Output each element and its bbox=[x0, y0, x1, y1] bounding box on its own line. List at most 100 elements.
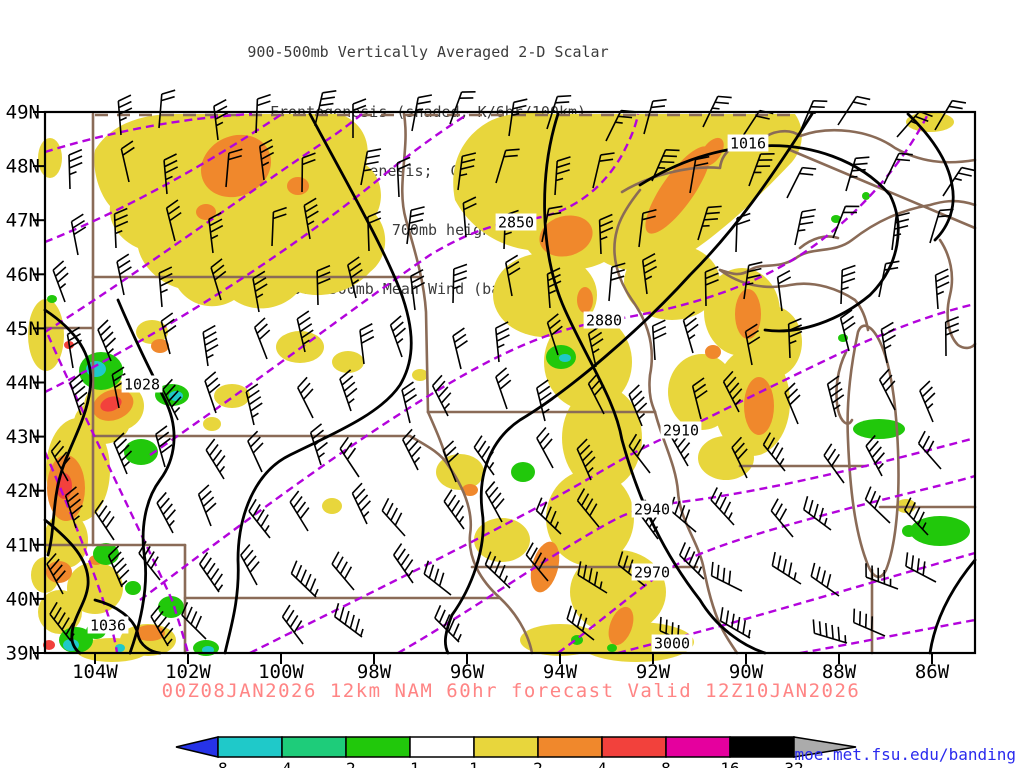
colorbar-tick-label: 2 bbox=[533, 759, 543, 768]
colorbar-segment bbox=[409, 736, 475, 758]
wind-barb-glyph bbox=[411, 94, 433, 132]
shaded-blob bbox=[608, 606, 634, 646]
wind-barb-glyph bbox=[158, 266, 174, 308]
wind-barb-glyph bbox=[566, 605, 595, 641]
wind-barb bbox=[505, 254, 521, 297]
wind-barb bbox=[891, 212, 910, 251]
contour-label: 2910 bbox=[663, 422, 699, 440]
wind-barb-glyph bbox=[535, 497, 562, 535]
wind-barb bbox=[155, 425, 173, 468]
wind-barb bbox=[301, 152, 316, 193]
wind-barb bbox=[160, 312, 177, 355]
colorbar-segment bbox=[665, 736, 731, 758]
wind-barb bbox=[252, 270, 268, 313]
contour-label: 1036 bbox=[90, 617, 126, 635]
wind-barb bbox=[401, 381, 417, 424]
contour-label-bg bbox=[87, 616, 129, 634]
lon-tick-label: 104W bbox=[72, 661, 118, 683]
wind-barb-glyph bbox=[904, 497, 929, 536]
wind-barb bbox=[199, 552, 224, 593]
wind-barb bbox=[116, 253, 132, 296]
wind-barb bbox=[934, 99, 967, 131]
shaded-blob bbox=[196, 204, 216, 220]
map-shape bbox=[938, 238, 977, 350]
contour-label: 3000 bbox=[654, 635, 690, 653]
shaded-blob bbox=[67, 562, 123, 614]
wind-barb-glyph bbox=[917, 430, 942, 470]
wind-barb bbox=[309, 423, 328, 466]
wind-barb bbox=[837, 95, 871, 126]
wind-barb-glyph bbox=[301, 152, 316, 193]
wind-barb bbox=[535, 379, 554, 422]
wind-barb-glyph bbox=[505, 254, 521, 297]
shaded-blob bbox=[214, 384, 250, 408]
colorbar-segment bbox=[601, 736, 667, 758]
wind-barb bbox=[49, 601, 75, 642]
wind-barb bbox=[744, 323, 761, 366]
wind-barb-glyph bbox=[208, 212, 224, 254]
wind-barb-glyph bbox=[845, 156, 870, 192]
wind-barb-glyph bbox=[156, 491, 176, 534]
map-shape bbox=[93, 598, 162, 655]
wind-barb bbox=[592, 152, 615, 189]
wind-barb bbox=[150, 605, 174, 647]
wind-barb-glyph bbox=[942, 166, 976, 197]
wind-barb-glyph bbox=[628, 384, 648, 427]
wind-barb bbox=[442, 440, 459, 483]
wind-barb-glyph bbox=[367, 210, 382, 252]
shaded-blob bbox=[511, 462, 535, 482]
shaded-blob bbox=[546, 470, 634, 566]
contour-label: 2880 bbox=[586, 312, 622, 330]
wind-barb bbox=[682, 311, 699, 354]
map-shape bbox=[543, 112, 767, 655]
wind-barb-glyph bbox=[786, 166, 817, 199]
wind-barb-glyph bbox=[247, 430, 264, 473]
shaded-blob bbox=[100, 396, 122, 412]
colorbar-segment bbox=[473, 736, 539, 758]
wind-barb-glyph bbox=[525, 542, 549, 582]
wind-barb bbox=[697, 205, 722, 241]
wind-barb-glyph bbox=[289, 490, 310, 532]
wind-barb-glyph bbox=[541, 205, 563, 243]
wind-barb-glyph bbox=[641, 252, 658, 295]
wind-barb-glyph bbox=[202, 324, 219, 367]
wind-barb bbox=[289, 490, 310, 532]
wind-barb bbox=[641, 252, 658, 295]
contour-label-bg bbox=[651, 634, 693, 652]
wind-barb bbox=[156, 491, 176, 534]
wind-barb-glyph bbox=[803, 496, 832, 531]
wind-barb-glyph bbox=[205, 438, 226, 480]
wind-barb-glyph bbox=[840, 264, 856, 305]
lat-tick-label: 46N bbox=[6, 264, 40, 286]
wind-barb bbox=[823, 443, 845, 484]
contour-label-bg bbox=[631, 563, 673, 581]
lon-tick-label: 94W bbox=[543, 661, 578, 683]
wind-barb bbox=[484, 481, 505, 523]
wind-barb bbox=[628, 384, 648, 427]
wind-barb-glyph bbox=[638, 209, 657, 248]
contour-label: 2940 bbox=[634, 501, 670, 519]
wind-barb bbox=[204, 371, 221, 414]
wind-barb-glyph bbox=[878, 368, 896, 411]
wind-barb bbox=[944, 316, 960, 357]
wind-barb-glyph bbox=[197, 484, 217, 527]
wind-barb bbox=[316, 264, 331, 306]
wind-barb bbox=[786, 166, 817, 199]
wind-barb-glyph bbox=[812, 619, 848, 644]
wind-barb-glyph bbox=[309, 423, 328, 466]
wind-barb-glyph bbox=[199, 552, 224, 593]
site-link[interactable]: moe.met.fsu.edu/banding bbox=[794, 745, 1016, 764]
wind-barb-glyph bbox=[837, 95, 871, 126]
wind-barb bbox=[138, 540, 161, 581]
contour-label: 1016 bbox=[730, 135, 766, 153]
wind-barb-glyph bbox=[598, 213, 614, 255]
wind-barb-glyph bbox=[381, 497, 406, 537]
wind-barb-glyph bbox=[744, 323, 761, 366]
lon-tick-label: 102W bbox=[165, 661, 211, 683]
wind-barb-glyph bbox=[69, 373, 88, 416]
wind-barb bbox=[339, 436, 360, 478]
wind-barb-glyph bbox=[396, 156, 411, 198]
wind-barb bbox=[165, 199, 182, 242]
contour-label-layer: 1016 1028 1036 2850 2880 2910 2940 2970 3000 bbox=[87, 134, 769, 653]
wind-barb-glyph bbox=[271, 206, 287, 247]
